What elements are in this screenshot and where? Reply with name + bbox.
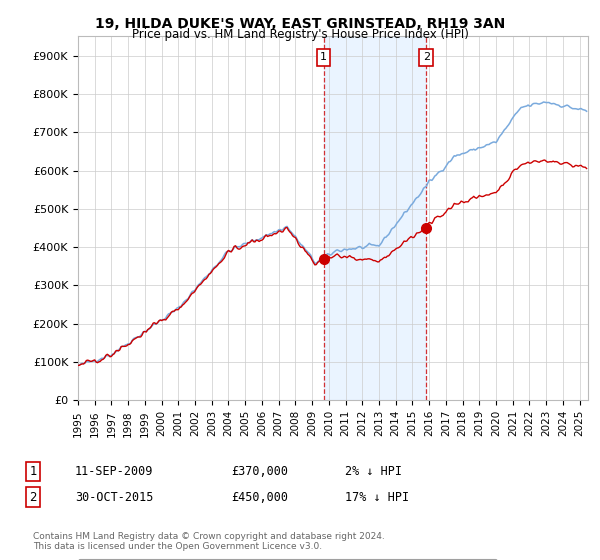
Text: 30-OCT-2015: 30-OCT-2015 [75, 491, 154, 504]
Text: 2: 2 [423, 53, 430, 63]
Text: 11-SEP-2009: 11-SEP-2009 [75, 465, 154, 478]
Text: 2: 2 [29, 491, 37, 504]
Text: 17% ↓ HPI: 17% ↓ HPI [345, 491, 409, 504]
Text: 19, HILDA DUKE'S WAY, EAST GRINSTEAD, RH19 3AN: 19, HILDA DUKE'S WAY, EAST GRINSTEAD, RH… [95, 17, 505, 31]
Legend: 19, HILDA DUKE’S WAY, EAST GRINSTEAD, RH19 3AN (detached house), HPI: Average pr: 19, HILDA DUKE’S WAY, EAST GRINSTEAD, RH… [78, 559, 497, 560]
Text: Contains HM Land Registry data © Crown copyright and database right 2024.
This d: Contains HM Land Registry data © Crown c… [33, 532, 385, 552]
Text: £370,000: £370,000 [231, 465, 288, 478]
Text: 1: 1 [320, 53, 327, 63]
Text: Price paid vs. HM Land Registry's House Price Index (HPI): Price paid vs. HM Land Registry's House … [131, 28, 469, 41]
Bar [323, 36, 427, 400]
Text: 1: 1 [29, 465, 37, 478]
Text: 2% ↓ HPI: 2% ↓ HPI [345, 465, 402, 478]
Text: £450,000: £450,000 [231, 491, 288, 504]
